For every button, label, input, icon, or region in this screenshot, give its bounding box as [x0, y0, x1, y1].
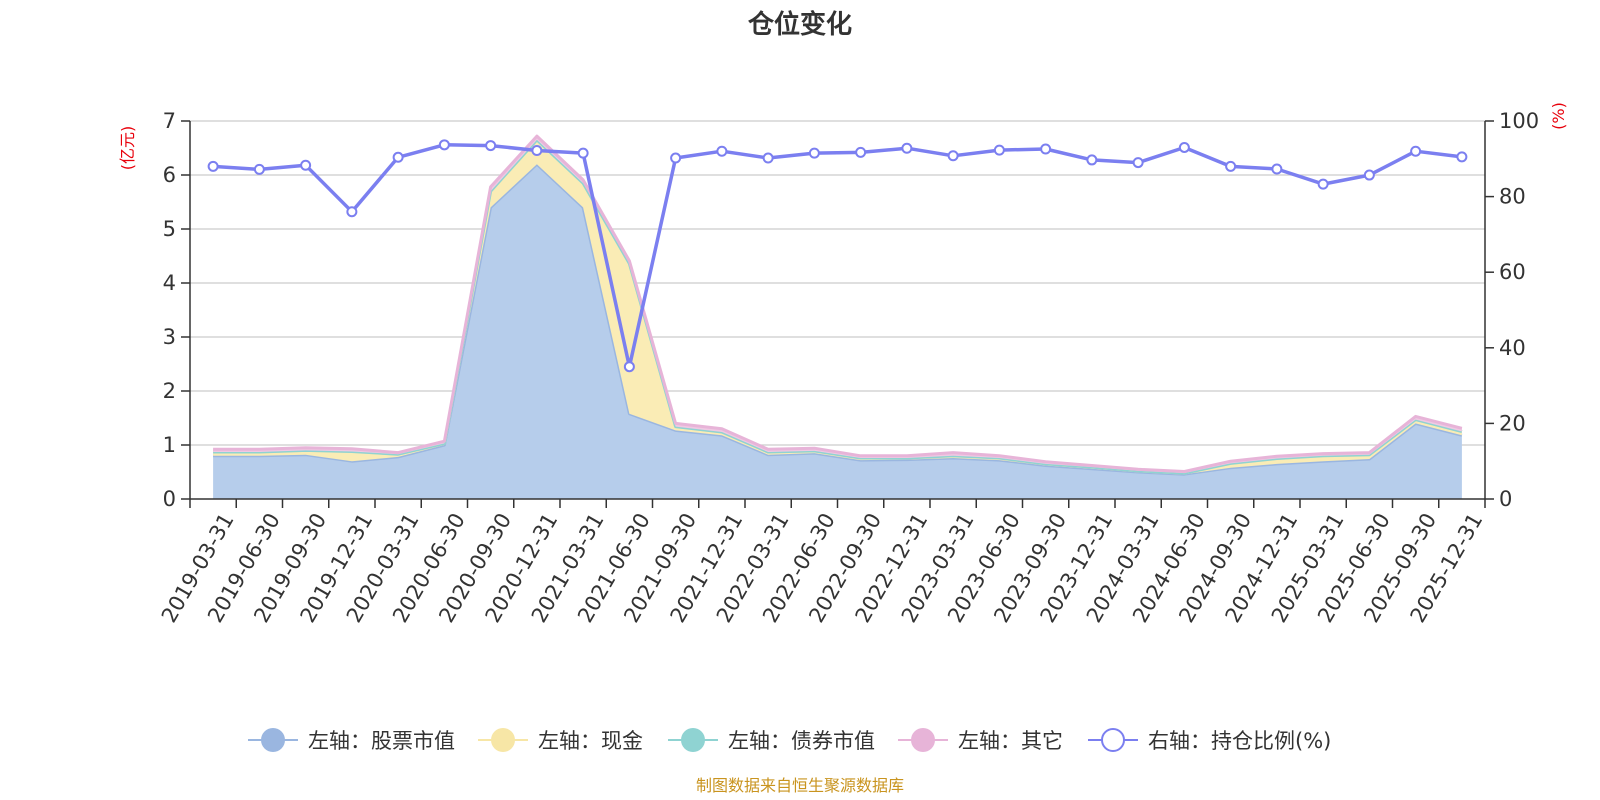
holding-ratio-point[interactable]: [392, 151, 404, 163]
holding-ratio-point[interactable]: [808, 147, 820, 159]
legend-marker: [261, 728, 285, 752]
left-tick-label: 5: [163, 217, 176, 241]
right-tick-label: 100: [1499, 109, 1539, 133]
holding-ratio-point[interactable]: [1317, 178, 1329, 190]
axes: 012345670204060801002019-03-312019-06-30…: [157, 109, 1539, 627]
left-tick-label: 7: [163, 109, 176, 133]
left-tick-label: 1: [163, 433, 176, 457]
holding-ratio-point[interactable]: [485, 140, 497, 152]
left-tick-label: 4: [163, 271, 176, 295]
legend-label: 右轴：持仓比例(%): [1148, 729, 1331, 753]
holding-ratio-point[interactable]: [623, 361, 635, 373]
area-line-股票市值: [213, 162, 1463, 476]
left-tick-label: 0: [163, 487, 176, 511]
holding-ratio-point[interactable]: [1178, 141, 1190, 153]
holding-ratio-point[interactable]: [1456, 151, 1468, 163]
holding-ratio-point[interactable]: [716, 145, 728, 157]
holding-ratio-point[interactable]: [577, 147, 589, 159]
holding-ratio-point[interactable]: [947, 150, 959, 162]
holding-ratio-point[interactable]: [1225, 160, 1237, 172]
area-fill-其它: [213, 136, 1462, 474]
right-tick-label: 0: [1499, 487, 1512, 511]
holding-ratio-point[interactable]: [855, 146, 867, 158]
area-fill-债券市值: [213, 139, 1462, 474]
chart-title: 仓位变化: [747, 9, 852, 40]
legend-marker: [911, 728, 935, 752]
area-line-现金: [213, 138, 1463, 475]
holding-ratio-point[interactable]: [253, 163, 265, 175]
legend-item[interactable]: 左轴：其它: [898, 728, 1063, 753]
area-line-其它: [213, 134, 1463, 473]
legend-marker: [681, 728, 705, 752]
right-axis-unit: (%): [1549, 102, 1568, 130]
right-tick-label: 40: [1499, 336, 1526, 360]
holding-ratio-point[interactable]: [1363, 169, 1375, 181]
left-tick-label: 3: [163, 325, 176, 349]
holding-ratio-line-group: [207, 139, 1468, 373]
holding-ratio-point[interactable]: [207, 160, 219, 172]
holding-ratio-point[interactable]: [438, 139, 450, 151]
legend-label: 左轴：现金: [538, 729, 643, 753]
holding-ratio-point[interactable]: [993, 144, 1005, 156]
left-tick-label: 2: [163, 379, 176, 403]
legend-marker: [1101, 728, 1125, 752]
legend-label: 左轴：债券市值: [728, 729, 875, 753]
legend-label: 左轴：股票市值: [308, 729, 455, 753]
legend-item[interactable]: 左轴：债券市值: [668, 728, 875, 753]
legend-item[interactable]: 右轴：持仓比例(%): [1088, 728, 1331, 753]
holding-ratio-point[interactable]: [346, 206, 358, 218]
right-tick-label: 80: [1499, 185, 1526, 209]
legend-item[interactable]: 左轴：现金: [478, 728, 643, 753]
area-fill-现金: [213, 139, 1462, 475]
holding-ratio-point[interactable]: [762, 152, 774, 164]
right-tick-label: 20: [1499, 411, 1526, 435]
legend-label: 左轴：其它: [958, 729, 1063, 753]
area-fill-股票市值: [213, 164, 1462, 499]
left-axis-unit: (亿元): [118, 126, 137, 171]
legend[interactable]: 左轴：股票市值 左轴：现金 左轴：债券市值 左轴：其它 右轴：持仓比例(%): [248, 728, 1331, 753]
holding-ratio-point[interactable]: [1410, 145, 1422, 157]
holding-ratio-point[interactable]: [1040, 143, 1052, 155]
left-tick-label: 6: [163, 163, 176, 187]
data-source-note: 制图数据来自恒生聚源数据库: [696, 776, 904, 795]
holding-ratio-line: [212, 143, 1463, 369]
stacked-areas: [213, 134, 1463, 499]
grid-lines: [190, 120, 1485, 446]
legend-item[interactable]: 左轴：股票市值: [248, 728, 455, 753]
holding-ratio-point[interactable]: [531, 144, 543, 156]
holding-ratio-point[interactable]: [1132, 157, 1144, 169]
holding-ratio-point[interactable]: [901, 142, 913, 154]
right-tick-label: 60: [1499, 260, 1526, 284]
legend-marker: [491, 728, 515, 752]
holding-ratio-point[interactable]: [1271, 163, 1283, 175]
holding-ratio-point[interactable]: [1086, 154, 1098, 166]
holding-ratio-point[interactable]: [670, 152, 682, 164]
area-line-债券市值: [213, 138, 1463, 475]
holding-ratio-point[interactable]: [300, 159, 312, 171]
